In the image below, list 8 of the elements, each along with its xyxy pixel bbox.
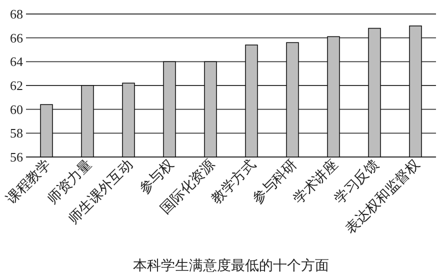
y-tick-label: 58 [10, 126, 23, 141]
y-tick-label: 64 [10, 54, 24, 70]
x-axis-title: 本科学生满意度最低的十个方面 [133, 258, 329, 274]
y-tick-label: 68 [10, 6, 23, 22]
y-tick-label: 56 [10, 150, 24, 164]
y-tick-label: 66 [10, 30, 24, 46]
y-tick-label: 60 [10, 102, 23, 117]
y-tick-label: 62 [10, 78, 23, 93]
